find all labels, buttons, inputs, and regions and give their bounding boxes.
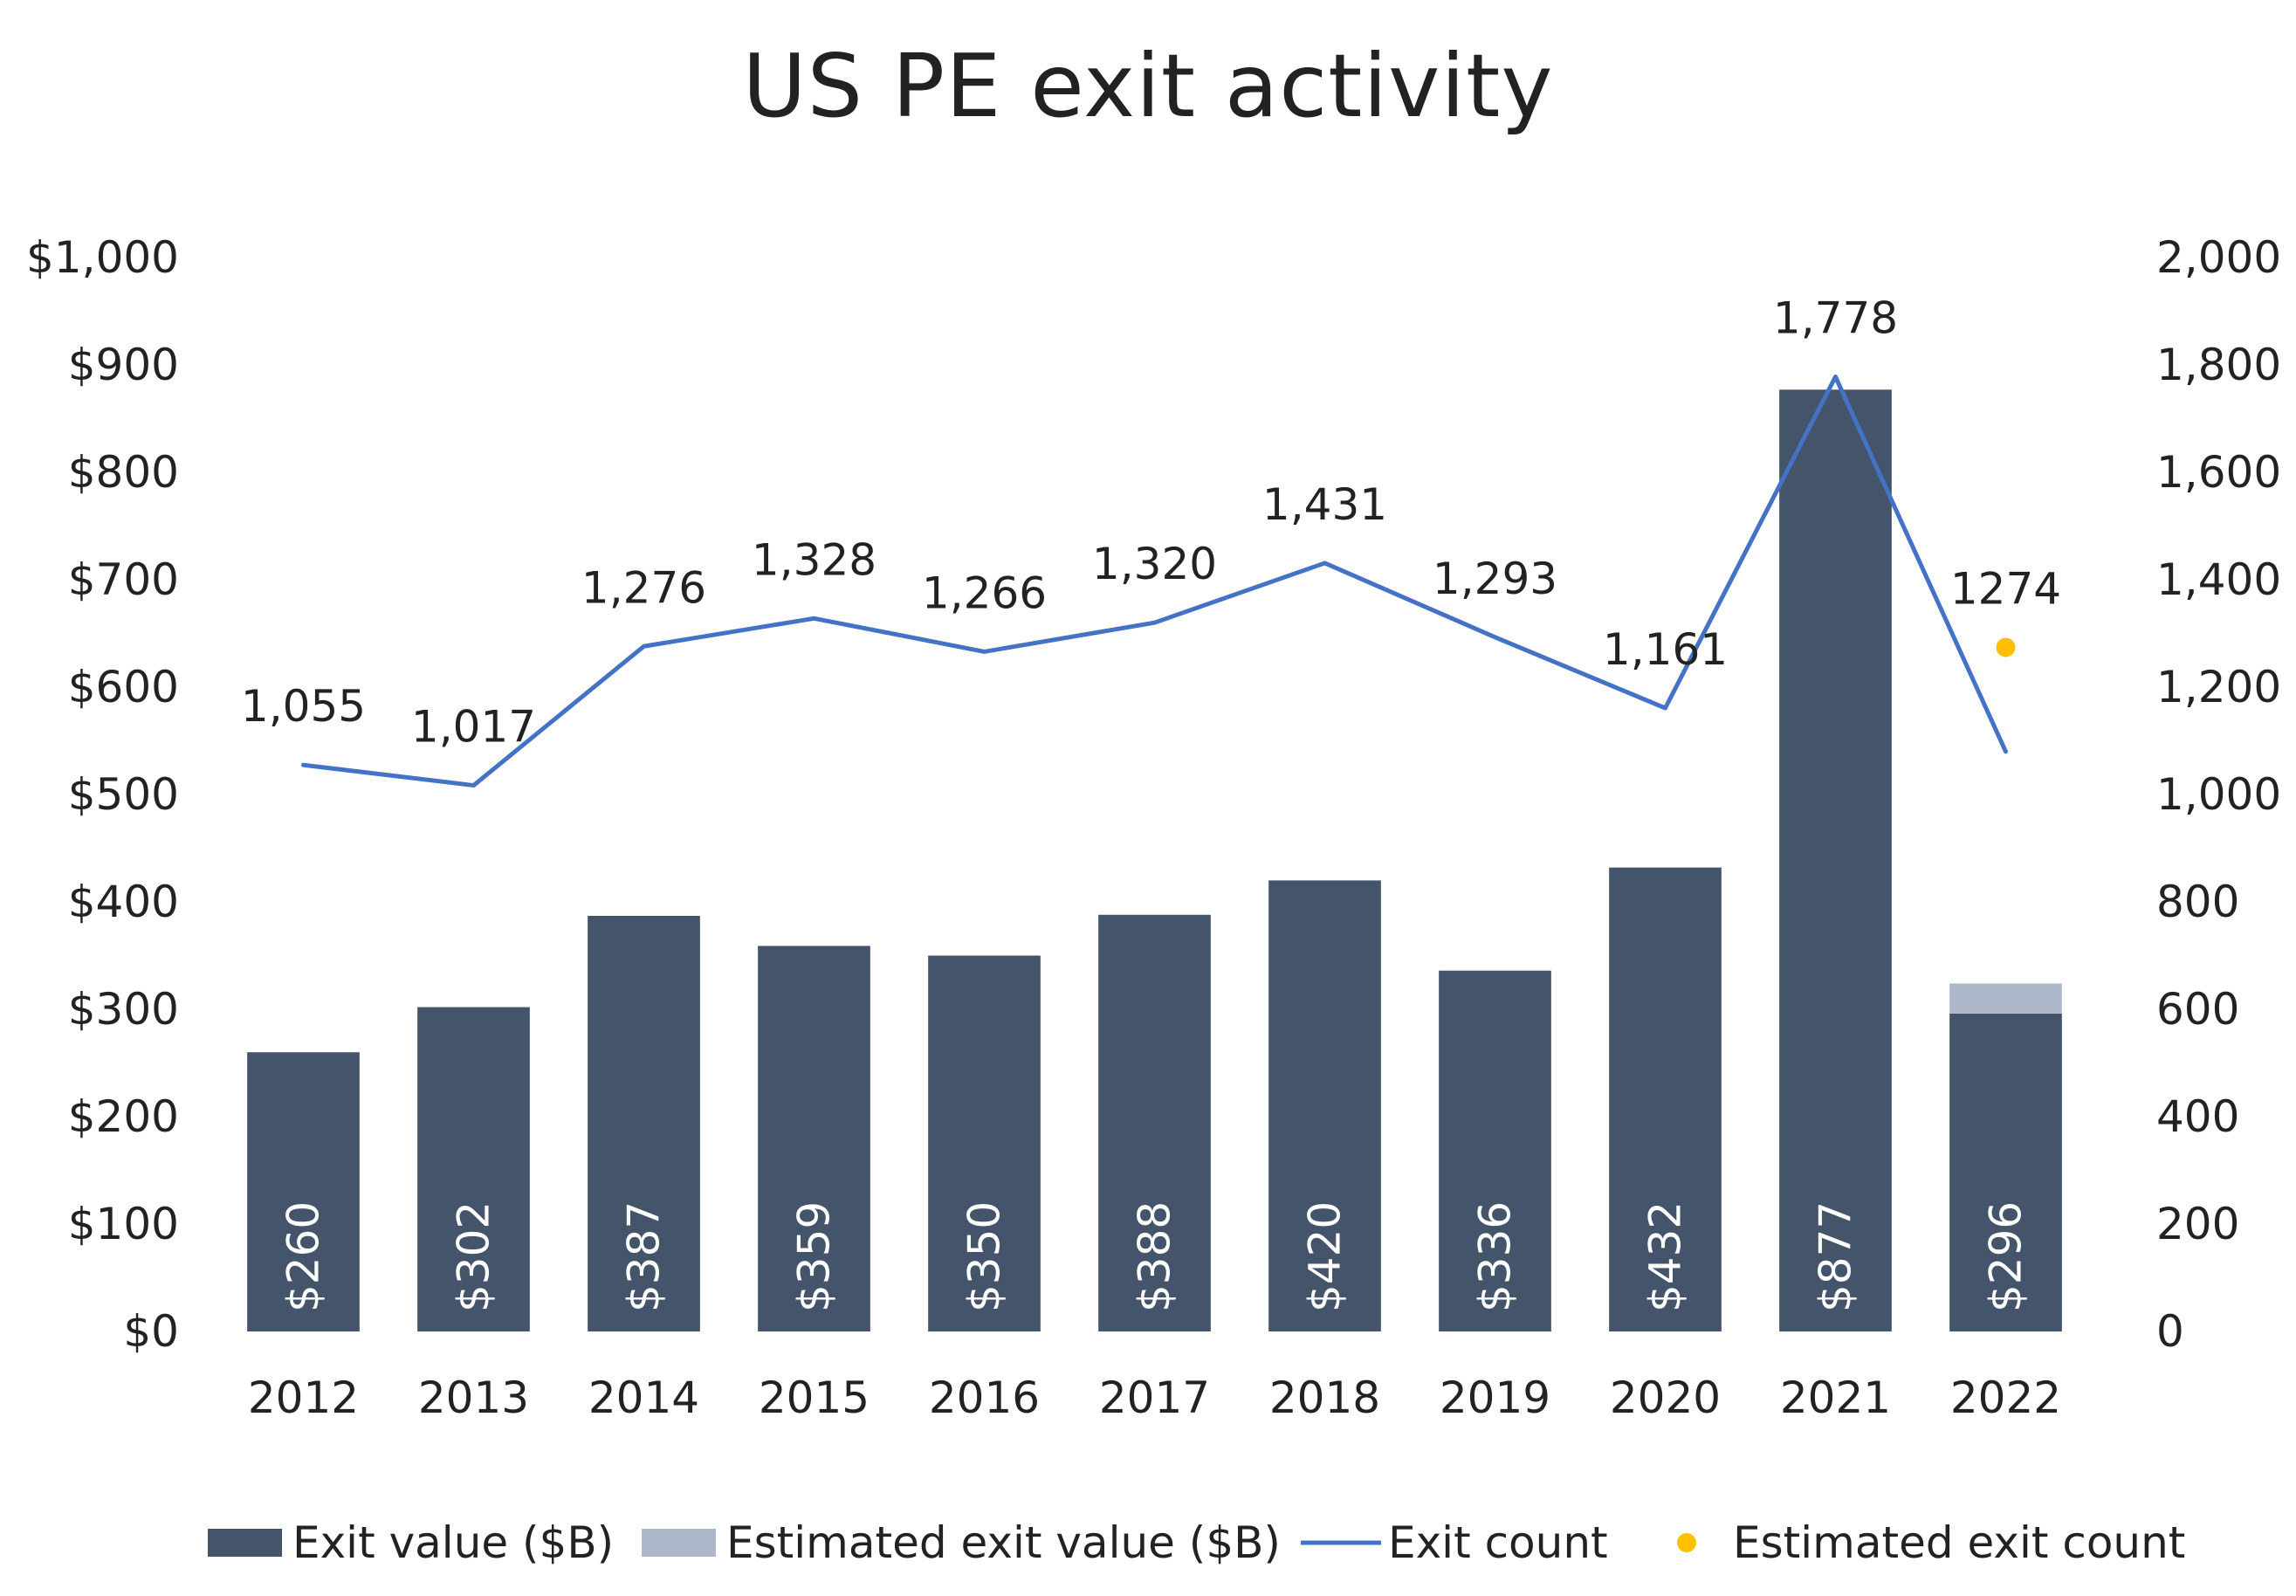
y-left-tick-label: $900: [68, 340, 179, 390]
x-tick-label: 2022: [1950, 1372, 2061, 1423]
x-tick-label: 2015: [759, 1372, 870, 1423]
exit-count-label: 1,328: [752, 534, 876, 585]
y-left-tick-label: $600: [68, 662, 179, 712]
bar-value-label: $388: [1130, 1201, 1180, 1312]
y-left-tick-label: $300: [68, 984, 179, 1035]
bar-exit-value: [247, 1052, 360, 1331]
legend-label-exit-count: Exit count: [1388, 1517, 1608, 1568]
legend-swatch-estimated-exit-value: [642, 1529, 716, 1557]
x-tick-label: 2017: [1099, 1372, 1210, 1423]
y-right-tick-label: 200: [2156, 1199, 2239, 1249]
bar-exit-value: [1949, 1013, 2062, 1331]
bar-exit-value: [588, 915, 700, 1331]
legend-label-estimated-exit-value: Estimated exit value ($B): [726, 1517, 1281, 1568]
bar-value-label: $359: [789, 1201, 840, 1312]
y-right-tick-label: 1,400: [2156, 554, 2281, 605]
bar-value-label: $296: [1981, 1201, 2031, 1312]
exit-count-label: 1,431: [1262, 479, 1387, 530]
legend-label-exit-value: Exit value ($B): [292, 1517, 614, 1568]
y-left-tick-label: $200: [68, 1091, 179, 1142]
estimated-exit-count-label: 1274: [1950, 563, 2061, 614]
y-right-tick-label: 2,000: [2156, 232, 2281, 283]
legend-label-estimated-exit-count: Estimated exit count: [1733, 1517, 2185, 1568]
exit-count-label: 1,320: [1092, 539, 1217, 589]
x-tick-label: 2021: [1780, 1372, 1891, 1423]
chart-title: US PE exit activity: [742, 35, 1554, 137]
y-right-tick-label: 800: [2156, 877, 2239, 927]
legend-swatch-exit-value: [208, 1529, 282, 1557]
exit-count-label: 1,161: [1603, 624, 1728, 675]
bar-exit-value: [928, 955, 1041, 1331]
x-tick-label: 2018: [1269, 1372, 1380, 1423]
y-left-tick-label: $0: [123, 1306, 179, 1357]
y-left-tick-label: $500: [68, 769, 179, 820]
bar-estimated-exit-value: [1949, 983, 2062, 1014]
exit-count-label: 1,266: [922, 568, 1047, 618]
bar-value-label: $432: [1640, 1201, 1691, 1312]
exit-count-label: 1,017: [411, 702, 536, 753]
y-left-tick-label: $700: [68, 554, 179, 605]
y-right-tick-label: 1,000: [2156, 769, 2281, 820]
bar-exit-value: [1779, 389, 1892, 1331]
bar-exit-value: [758, 946, 870, 1331]
exit-count-label: 1,276: [581, 562, 706, 613]
y-left-tick-label: $400: [68, 877, 179, 927]
exit-count-label: 1,293: [1433, 554, 1557, 604]
bar-exit-value: [417, 1007, 530, 1331]
bar-value-label: $420: [1300, 1201, 1351, 1312]
y-right-tick-label: 1,800: [2156, 340, 2281, 390]
bar-exit-value: [1609, 867, 1722, 1331]
x-tick-label: 2012: [248, 1372, 359, 1423]
point-estimated-exit-count: [1996, 637, 2016, 657]
x-tick-label: 2014: [588, 1372, 699, 1423]
y-right-tick-label: 600: [2156, 984, 2239, 1035]
y-left-tick-label: $100: [68, 1199, 179, 1249]
bar-value-label: $302: [449, 1201, 499, 1312]
bar-value-label: $877: [1811, 1201, 1861, 1312]
y-right-tick-label: 1,200: [2156, 662, 2281, 712]
bar-value-label: $260: [278, 1201, 329, 1312]
x-tick-label: 2020: [1610, 1372, 1721, 1423]
bar-value-label: $350: [959, 1201, 1010, 1312]
y-left-tick-label: $800: [68, 447, 179, 498]
exit-count-label: 1,778: [1773, 293, 1898, 344]
line-exit-count: [301, 375, 2008, 788]
x-tick-label: 2013: [418, 1372, 529, 1423]
legend-swatch-estimated-exit-count: [1677, 1533, 1696, 1552]
x-tick-label: 2019: [1440, 1372, 1550, 1423]
y-right-tick-label: 400: [2156, 1091, 2239, 1142]
bar-exit-value: [1098, 914, 1211, 1331]
bar-exit-value: [1268, 880, 1381, 1331]
bar-exit-value: [1439, 970, 1551, 1331]
exit-count-label: 1,055: [241, 681, 366, 732]
bar-value-label: $387: [619, 1201, 670, 1312]
bar-value-label: $336: [1470, 1201, 1521, 1312]
y-right-tick-label: 1,600: [2156, 447, 2281, 498]
x-tick-label: 2016: [929, 1372, 1040, 1423]
y-right-tick-label: 0: [2156, 1306, 2184, 1357]
y-left-tick-label: $1,000: [26, 232, 179, 283]
